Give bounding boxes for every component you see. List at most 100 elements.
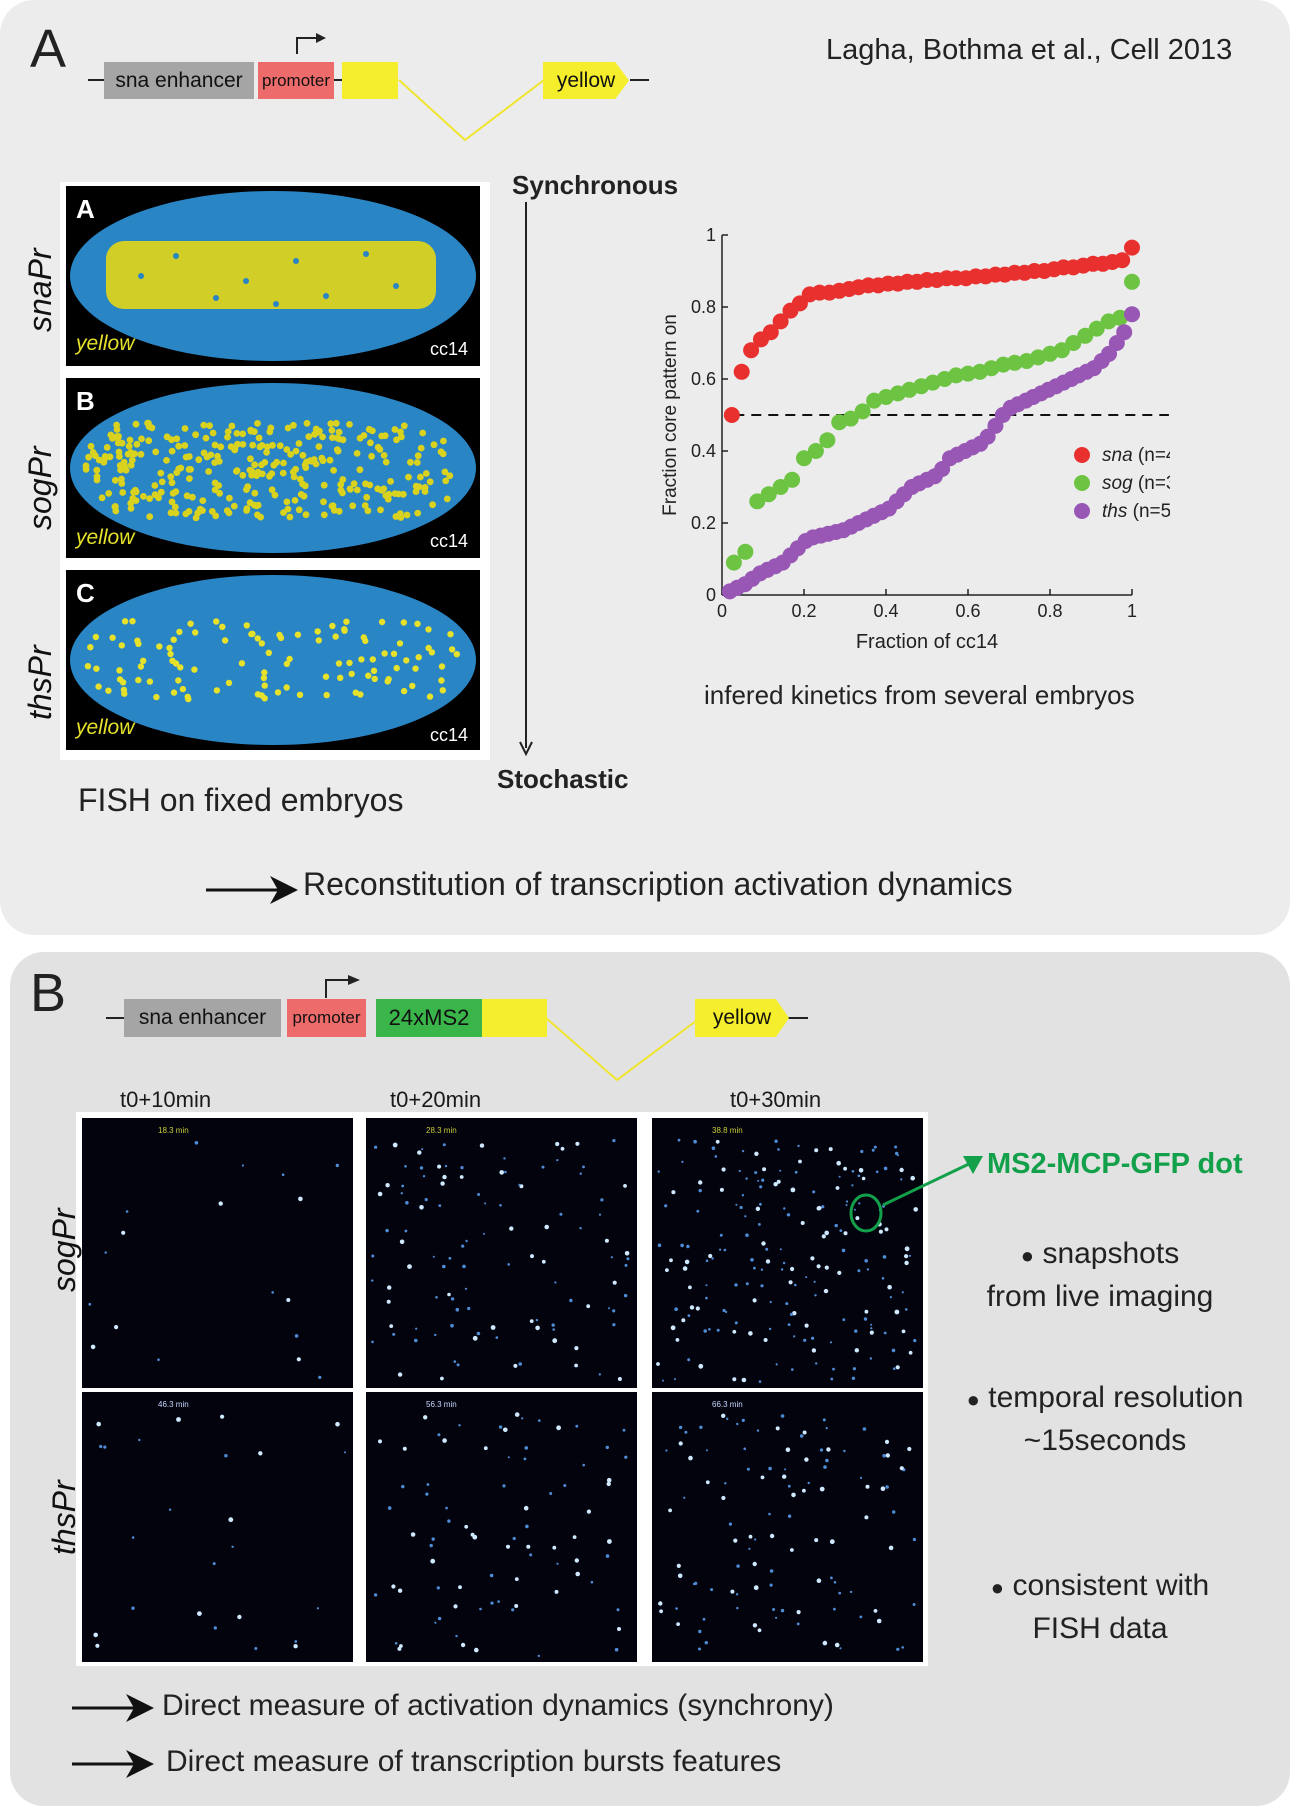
ms2-dot	[754, 1171, 758, 1175]
ms2-dot	[131, 1536, 135, 1539]
ms2-dot	[316, 1607, 319, 1610]
construct-a-lines	[88, 33, 649, 142]
ms2-dot	[773, 1182, 778, 1187]
ms2-dot	[722, 1308, 726, 1313]
ms2-dot	[811, 1348, 817, 1353]
ms2-dot	[614, 1647, 619, 1652]
snapshot-image: 38.8 min	[652, 1118, 923, 1388]
embryo-dot	[98, 494, 106, 502]
ms2-dot	[448, 1256, 452, 1260]
ms2-dot	[855, 1216, 860, 1221]
y-tick-label: 0.4	[691, 441, 716, 461]
embryo-dot	[191, 666, 198, 673]
ms2-dot	[814, 1538, 819, 1543]
point-sog	[854, 403, 871, 420]
ms2-dot	[541, 1259, 546, 1264]
embryo-ths: C yellow cc14	[66, 570, 480, 750]
ms2-dot	[450, 1297, 455, 1301]
ms2-dot	[318, 1375, 322, 1379]
ms2-dot	[458, 1424, 461, 1427]
embryo-dot	[134, 637, 141, 644]
point-sog	[807, 443, 824, 459]
ms2-dot	[424, 1198, 428, 1202]
ms2-dot	[860, 1149, 864, 1154]
x-tick-label: 0.2	[791, 601, 816, 621]
embryo-dot	[273, 458, 281, 466]
ms2-dot	[684, 1430, 688, 1434]
y-tick-label: 0	[706, 585, 716, 605]
ms2-dot	[726, 1417, 729, 1420]
ms2-dot	[698, 1363, 704, 1369]
ms2-dot	[579, 1172, 582, 1175]
ms2-dot	[688, 1285, 692, 1290]
embryo-dot	[157, 469, 165, 477]
ms2-dot	[157, 1358, 160, 1361]
embryo-dot	[320, 511, 328, 519]
ms2-dot	[816, 1264, 821, 1269]
ms2-dot	[790, 1187, 796, 1193]
embryo-dot	[326, 456, 334, 464]
ms2-dot	[373, 1593, 378, 1597]
ms2-dot	[698, 1647, 701, 1651]
embryo-ths-letter: C	[76, 578, 95, 608]
ms2-dot	[851, 1184, 854, 1187]
ms2-dot	[678, 1425, 683, 1430]
ms2-dot	[483, 1232, 485, 1235]
embryo-dot	[299, 451, 307, 459]
snapshot-image: 18.3 min	[82, 1118, 353, 1388]
point-sna	[723, 407, 740, 423]
ms2-dot	[541, 1165, 545, 1169]
legend-marker-sog	[1074, 475, 1090, 491]
panel-a-letter: A	[30, 19, 67, 79]
ms2-dot	[387, 1285, 392, 1290]
ms2-dot	[626, 1257, 630, 1261]
point-sog	[1065, 335, 1082, 351]
embryo-dot	[365, 672, 372, 679]
ms2-dot	[579, 1227, 582, 1230]
embryo-dot	[233, 430, 241, 437]
ms2-dot	[444, 1164, 448, 1168]
embryo-dot	[283, 498, 291, 506]
embryo-dot	[412, 488, 420, 495]
ms2-dot	[294, 1334, 299, 1338]
ms2-dot	[677, 1138, 681, 1142]
embryo-dot	[177, 664, 184, 671]
ms2-dot	[514, 1412, 520, 1417]
embryo-dot	[440, 437, 447, 445]
conclusion-b1: Direct measure of activation dynamics (s…	[162, 1689, 834, 1722]
ms2-dot	[231, 1545, 234, 1548]
embryo-dot	[265, 649, 272, 656]
ms2-dot	[450, 1323, 454, 1328]
ms2-dot	[838, 1591, 842, 1595]
embryo-dot	[156, 643, 163, 650]
ms2-dot	[708, 1253, 713, 1259]
embryo-dot	[140, 493, 147, 500]
ms2-dot	[498, 1425, 503, 1429]
ms2-dot	[857, 1269, 861, 1273]
embryo-dot	[167, 473, 175, 481]
conclusion-a: Reconstitution of transcription activati…	[303, 866, 1013, 902]
embryo-dot	[299, 480, 306, 488]
embryo-dot	[387, 478, 394, 485]
ms2-dot	[693, 1582, 696, 1586]
row-label-b-sogpr: sogPr	[46, 1208, 82, 1292]
embryo-dot	[146, 513, 154, 520]
ms2-dot	[884, 1227, 889, 1232]
ms2-dot	[714, 1155, 718, 1158]
embryo-dot	[186, 475, 193, 482]
ms2-dot	[404, 1229, 408, 1233]
ms2-dot	[616, 1608, 620, 1612]
ms2-dot	[815, 1362, 818, 1365]
embryo-dot	[163, 457, 170, 464]
embryo-dot	[243, 486, 250, 493]
ms2-dot	[228, 1517, 234, 1523]
embryo-dot	[305, 433, 313, 440]
embryo-dot	[258, 461, 265, 469]
ms2-dot	[397, 1588, 403, 1593]
ms2-dot	[335, 1163, 339, 1168]
ms2-dot	[605, 1445, 609, 1450]
ms2-dot	[419, 1205, 424, 1210]
ms2-dot	[837, 1270, 842, 1275]
embryo-dot	[337, 486, 345, 494]
ms2-dot-label: MS2-MCP-GFP dot	[987, 1148, 1243, 1180]
